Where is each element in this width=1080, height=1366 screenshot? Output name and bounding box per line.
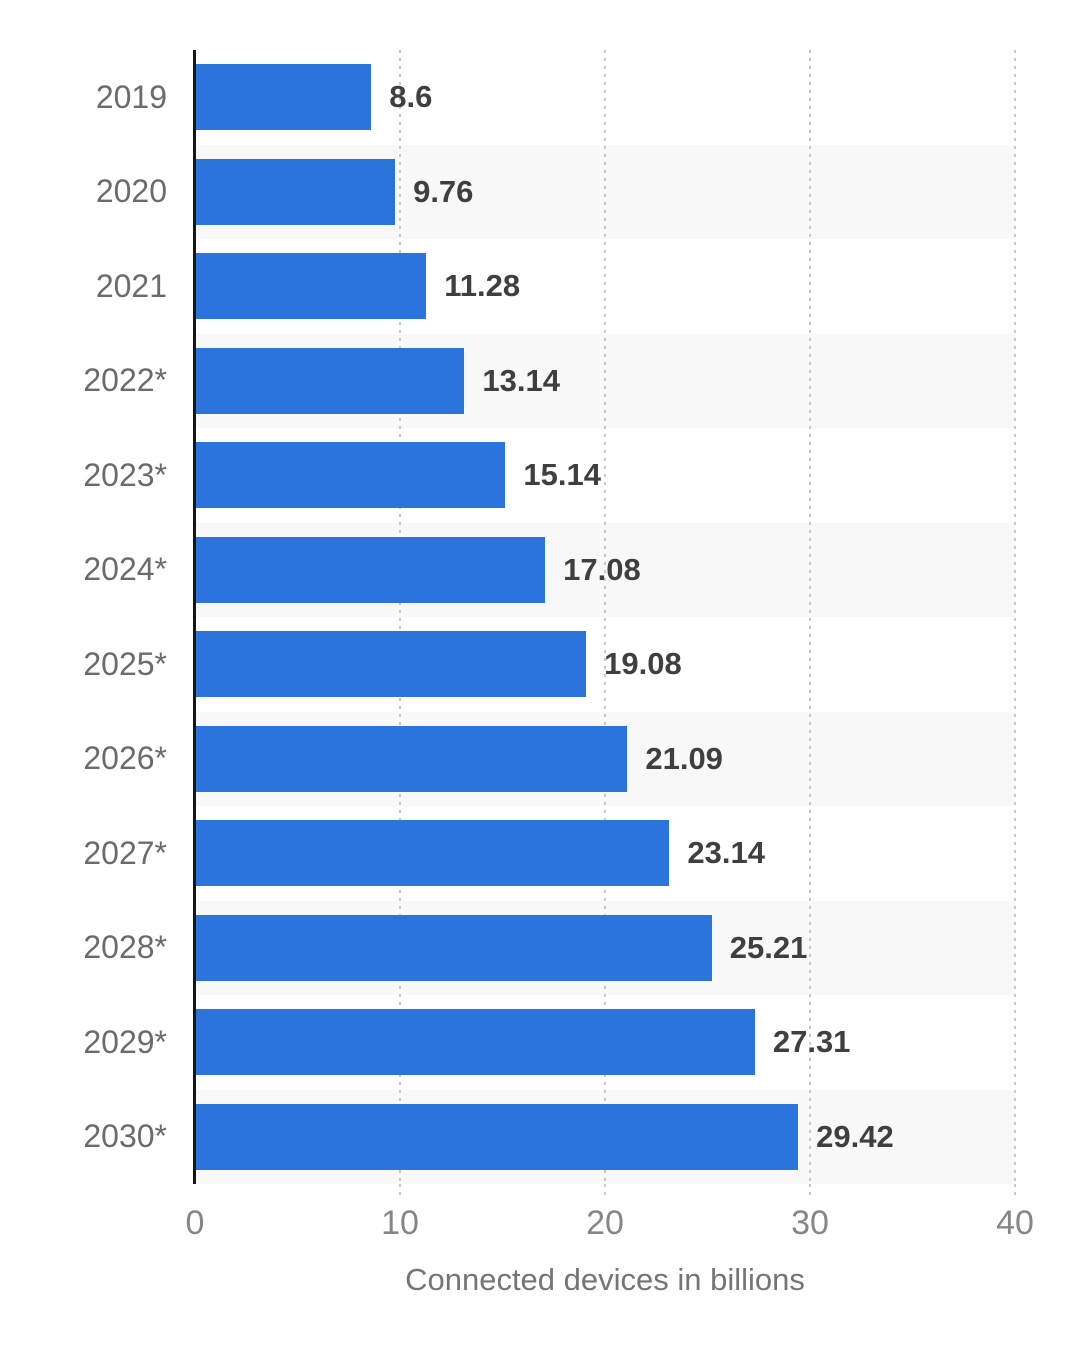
chart-row: 2028* 25.21 [0, 900, 1080, 996]
category-label: 2024* [83, 551, 167, 588]
bar-2029 [195, 1009, 755, 1076]
plot-cell: 19.08 [195, 617, 1015, 712]
plot-cell: 21.09 [195, 711, 1015, 806]
right-margin-spacer [1015, 995, 1080, 1090]
bar-2026 [195, 725, 628, 792]
category-label: 2020 [95, 173, 167, 210]
x-tick-label-30: 30 [791, 1204, 829, 1242]
bar-2027 [195, 820, 670, 887]
category-label: 2021 [95, 267, 167, 304]
right-margin-spacer [1015, 145, 1080, 240]
plot-cell: 23.14 [195, 806, 1015, 901]
value-label: 9.76 [413, 173, 474, 209]
x-tick-label-20: 20 [586, 1204, 624, 1242]
right-margin-spacer [1015, 901, 1080, 996]
right-margin-spacer [1015, 806, 1080, 901]
y-axis-line [193, 50, 196, 1184]
bar-2025 [195, 631, 587, 698]
tick-mark-x-40 [1014, 1184, 1016, 1195]
category-label: 2023* [83, 456, 167, 493]
bar-2022 [195, 347, 465, 414]
chart-row: 2019 8.6 [0, 50, 1080, 145]
chart-row: 2024* 17.08 [0, 522, 1080, 618]
chart-row: 2020 9.76 [0, 144, 1080, 240]
plot-cell: 8.6 [195, 50, 1015, 145]
category-label: 2019 [95, 78, 167, 115]
category-label: 2025* [83, 645, 167, 682]
chart-row: 2023* 15.14 [0, 428, 1080, 523]
value-label: 17.08 [563, 551, 641, 587]
plot-cell: 29.42 [195, 1089, 1015, 1184]
right-margin-spacer [1015, 523, 1080, 618]
tick-mark-x-30 [809, 1184, 811, 1195]
value-label: 29.42 [816, 1118, 894, 1154]
category-label: 2027* [83, 834, 167, 871]
right-margin-spacer [1015, 334, 1080, 429]
plot-cell: 15.14 [195, 428, 1015, 523]
right-margin-spacer [1015, 1090, 1080, 1185]
bar-2028 [195, 914, 712, 981]
chart-row: 2030* 29.42 [0, 1089, 1080, 1185]
right-margin-spacer [1015, 617, 1080, 712]
category-label: 2030* [83, 1118, 167, 1155]
value-label: 21.09 [645, 740, 723, 776]
chart-row: 2022* 13.14 [0, 333, 1080, 429]
plot-cell: 17.08 [195, 522, 1015, 617]
plot-cell: 9.76 [195, 144, 1015, 239]
value-label: 15.14 [523, 457, 601, 493]
x-axis-title: Connected devices in billions [405, 1262, 805, 1297]
value-label: 13.14 [482, 362, 560, 398]
x-tick-label-40: 40 [996, 1204, 1034, 1242]
value-label: 23.14 [687, 835, 765, 871]
plot-cell: 13.14 [195, 333, 1015, 428]
bar-2019 [195, 64, 372, 131]
x-tick-label-10: 10 [381, 1204, 419, 1242]
category-label: 2022* [83, 362, 167, 399]
chart-row: 2026* 21.09 [0, 711, 1080, 807]
value-label: 19.08 [604, 646, 682, 682]
right-margin-spacer [1015, 239, 1080, 334]
category-label: 2029* [83, 1023, 167, 1060]
value-label: 25.21 [729, 929, 808, 965]
value-label: 8.6 [389, 79, 433, 115]
right-margin-spacer [1015, 50, 1080, 145]
category-label: 2026* [83, 740, 167, 777]
plot-cell: 25.21 [195, 900, 1015, 995]
right-margin-spacer [1015, 712, 1080, 807]
right-margin-spacer [1015, 428, 1080, 523]
bar-2024 [195, 536, 546, 603]
plot-cell: 11.28 [195, 239, 1015, 334]
bar-2023 [195, 442, 506, 509]
chart-row: 2029* 27.31 [0, 995, 1080, 1090]
tick-mark-x-20 [604, 1184, 606, 1195]
value-label: 27.31 [772, 1024, 851, 1060]
chart-row: 2021 11.28 [0, 239, 1080, 334]
x-tick-label-0: 0 [185, 1204, 205, 1242]
bar-2021 [195, 253, 427, 320]
tick-mark-x-10 [399, 1184, 401, 1195]
x-axis-ticks: 0 10 20 30 40 [186, 1204, 1034, 1248]
chart-row: 2027* 23.14 [0, 806, 1080, 901]
category-label: 2028* [83, 929, 167, 966]
bar-2020 [195, 158, 396, 225]
value-label: 11.28 [444, 268, 521, 304]
plot-cell: 27.31 [195, 995, 1015, 1090]
chart-rows: 2019 8.6 2020 9.76 2021 11.28 2022* 13.14 2023* 1… [0, 50, 1080, 1184]
bar-2030 [195, 1103, 799, 1170]
chart-row: 2025* 19.08 [0, 617, 1080, 712]
